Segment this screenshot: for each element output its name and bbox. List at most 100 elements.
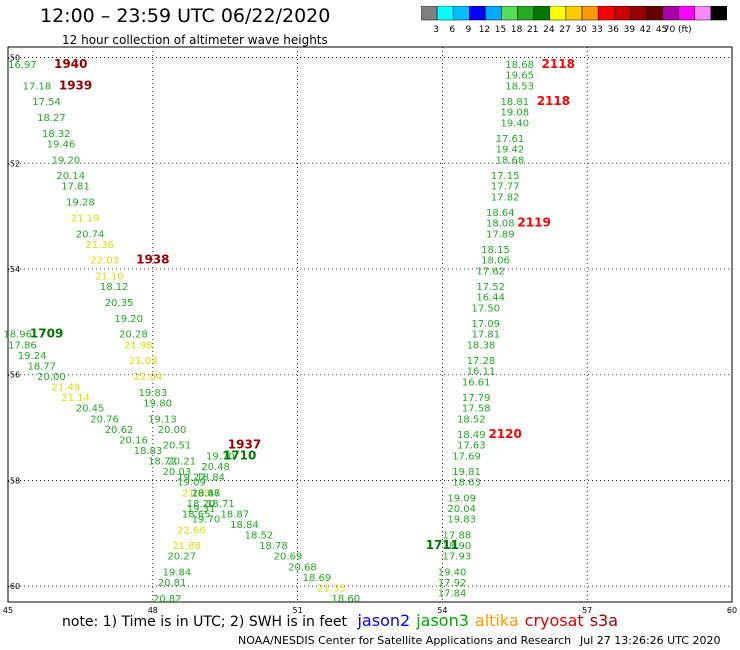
pass-label: 1711 (426, 538, 459, 552)
wave-height-value: 21.14 (61, 393, 90, 404)
wave-height-value: 17.50 (472, 303, 501, 314)
grid-lines (8, 47, 732, 602)
wave-height-value: 18.81 (500, 97, 529, 108)
wave-height-value: 20.27 (167, 552, 196, 563)
pass-label: 2118 (537, 94, 570, 108)
footnote-note: note: 1) Time is in UTC; 2) SWH is in fe… (62, 614, 348, 630)
wave-height-value: 19.70 (206, 451, 235, 462)
timestamp: Jul 27 13:26:26 UTC 2020 (580, 634, 721, 647)
legend-label: 6 (449, 25, 455, 34)
pass-label: 1937 (228, 438, 261, 452)
wave-height-value: 18.84 (230, 520, 259, 531)
wave-height-value: 18.78 (259, 541, 288, 552)
wave-height-value: 17.54 (32, 97, 61, 108)
track-2118: 18.6819.6518.5318.8119.0819.4017.6119.42… (438, 60, 534, 600)
wave-height-value: 22.03 (90, 256, 119, 267)
legend-label: 30 (575, 25, 587, 34)
wave-height-value: 20.51 (163, 441, 192, 452)
wave-height-value: 20.82 (153, 594, 182, 605)
wave-height-value: 19.28 (66, 198, 95, 209)
legend-label: 33 (591, 25, 602, 34)
satellite-cryosat: cryosat (524, 611, 584, 630)
satellite-jason3: jason3 (416, 611, 469, 630)
wave-height-value: 18.96 (3, 330, 32, 341)
wave-height-value: 18.87 (192, 488, 221, 499)
legend-swatch (710, 6, 727, 21)
wave-height-value: 18.53 (505, 81, 534, 92)
wave-height-value: 18.63 (452, 478, 481, 489)
wave-height-value: 18.69 (303, 573, 332, 584)
credit-line: NOAA/NESDIS Center for Satellite Applica… (238, 634, 572, 647)
wave-height-value: 18.60 (332, 594, 361, 605)
pass-label: 2118 (542, 57, 575, 71)
x-tick-label: 60 (727, 606, 737, 615)
wave-height-value: 19.84 (163, 568, 192, 579)
wave-height-value: 18.20 (187, 499, 216, 510)
track-1709: 18.9617.8619.2418.7720.0021.4921.1420.45… (3, 330, 360, 605)
wave-height-value: 16.11 (467, 367, 496, 378)
legend-label: 18 (511, 25, 523, 34)
wave-height-value: 17.81 (61, 182, 90, 193)
wave-height-value: 17.62 (476, 266, 505, 277)
x-tick-label: 54 (437, 606, 447, 615)
wave-height-value: 17.09 (472, 319, 501, 330)
wave-height-value: 18.83 (134, 446, 163, 457)
wave-height-value: 19.65 (505, 71, 534, 82)
wave-height-value: 19.24 (18, 351, 47, 362)
wave-height-value: 19.42 (496, 145, 525, 156)
wave-height-value: 18.08 (486, 219, 515, 230)
wave-height-value: 19.08 (500, 108, 529, 119)
wave-height-value: 20.21 (167, 457, 196, 468)
wave-height-value: 19.20 (52, 155, 81, 166)
wave-height-value: 18.64 (486, 208, 515, 219)
legend-label: 24 (543, 25, 555, 34)
wave-height-value: 21.88 (172, 541, 201, 552)
wave-height-value: 21.36 (85, 240, 114, 251)
wave-height-value: 20.74 (76, 229, 105, 240)
wave-height-value: 17.61 (496, 134, 525, 145)
wave-height-value: 20.14 (56, 171, 85, 182)
wave-height-value: 20.68 (288, 562, 317, 573)
wave-height-value: 20.35 (105, 298, 134, 309)
wave-height-value: 17.77 (491, 182, 520, 193)
wave-height-value: 19.81 (452, 467, 481, 478)
wave-height-value: 17.81 (472, 330, 501, 341)
wave-height-value: 20.03 (163, 467, 192, 478)
wave-height-value: 20.28 (119, 330, 148, 341)
wave-height-value: 18.52 (245, 531, 274, 542)
wave-height-value: 21.35 (317, 583, 346, 594)
legend-label: 27 (559, 25, 570, 34)
wave-height-value: 19.40 (438, 568, 467, 579)
legend-label: 15 (495, 25, 506, 34)
wave-height-value: 21.98 (124, 340, 153, 351)
wave-height-value: 18.15 (481, 245, 510, 256)
wave-height-value: 19.13 (148, 414, 177, 425)
wave-height-value: 19.09 (447, 494, 476, 505)
wave-height-value: 17.63 (457, 441, 486, 452)
wave-height-value: 21.95 (182, 488, 211, 499)
y-tick-label: -56 (7, 371, 20, 380)
wave-height-value: 18.27 (37, 113, 66, 124)
wave-height-value: 17.28 (467, 356, 496, 367)
wave-height-value: 17.89 (486, 229, 515, 240)
wave-height-value: 18.65 (182, 509, 211, 520)
pass-label: 2119 (517, 216, 550, 230)
legend-label: 21 (527, 25, 538, 34)
wave-height-value: 19.83 (138, 388, 167, 399)
map-frame (7, 46, 733, 603)
legend-label: 42 (640, 25, 651, 34)
wave-height-value: 18.87 (221, 509, 250, 520)
x-tick-label: 45 (3, 606, 13, 615)
wave-height-value: 20.62 (105, 425, 134, 436)
wave-height-value: 20.45 (76, 404, 105, 415)
wave-height-value: 16.61 (462, 377, 491, 388)
satellite-s3a: s3a (589, 611, 619, 630)
wave-height-value: 19.20 (114, 314, 143, 325)
y-tick-label: -58 (7, 476, 20, 485)
wave-height-value: 20.48 (201, 462, 230, 473)
wave-height-value: 20.81 (158, 578, 187, 589)
